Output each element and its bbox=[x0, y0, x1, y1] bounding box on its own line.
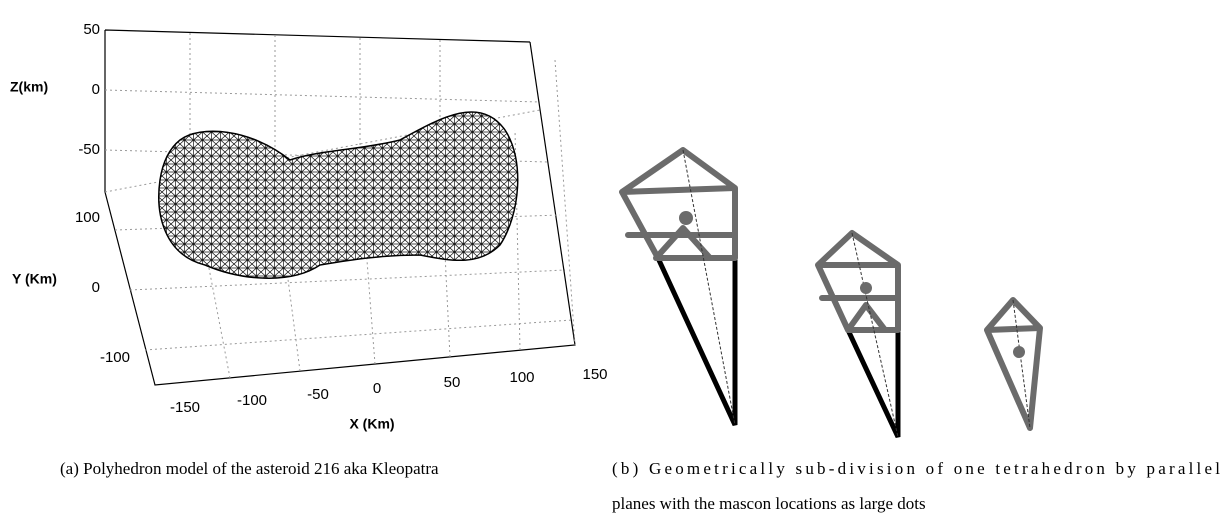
z-tick: 50 bbox=[83, 21, 100, 38]
y-label: Y (Km) bbox=[12, 271, 57, 287]
x-label: X (Km) bbox=[349, 416, 394, 432]
x-tick: 0 bbox=[373, 380, 381, 397]
x-tick: 50 bbox=[444, 374, 461, 391]
x-tick: 150 bbox=[582, 366, 607, 383]
caption: (a) Polyhedron model of the asteroid 216… bbox=[60, 459, 439, 478]
x-tick: -100 bbox=[237, 392, 267, 409]
y-tick: 0 bbox=[92, 279, 100, 296]
tetrahedra bbox=[622, 150, 1040, 437]
tetrahedron-2 bbox=[818, 233, 898, 437]
z-label: Z(km) bbox=[10, 79, 48, 95]
x-tick: 100 bbox=[509, 369, 534, 386]
y-tick: 100 bbox=[75, 209, 100, 226]
x-tick: -50 bbox=[307, 386, 329, 403]
x-tick: -150 bbox=[170, 399, 200, 416]
polyhedron-mesh bbox=[159, 112, 518, 278]
tetrahedron-3 bbox=[987, 300, 1040, 428]
z-tick: 0 bbox=[92, 81, 100, 98]
page: Z(km) 50 0 -50 Y (Km) 100 0 -100 -150 -1… bbox=[0, 0, 1224, 527]
y-tick: -100 bbox=[100, 349, 130, 366]
plot-3d: Z(km) 50 0 -50 Y (Km) 100 0 -100 -150 -1… bbox=[10, 21, 608, 432]
tetrahedron-1 bbox=[622, 150, 735, 425]
caption: (b) Geometrically sub-division of one te… bbox=[612, 459, 1220, 478]
z-tick: -50 bbox=[78, 141, 100, 158]
caption: planes with the mascon locations as larg… bbox=[612, 494, 926, 513]
